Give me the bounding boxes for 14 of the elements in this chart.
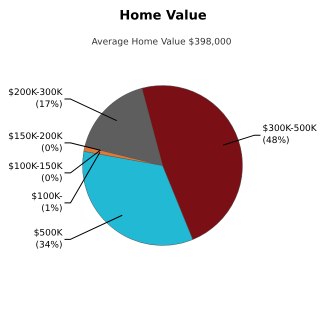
- slice-label: $200K-300K: [8, 88, 64, 98]
- slice-label: $100K-: [31, 192, 62, 202]
- chart-subtitle: Average Home Value $398,000: [92, 38, 232, 48]
- data-label: (48%): [262, 136, 290, 146]
- data-label: (34%): [35, 240, 63, 250]
- data-label: (1%): [41, 204, 63, 214]
- text: (0%): [41, 174, 63, 184]
- slice-label: $300K-500K: [262, 124, 318, 134]
- slice-label: $500K: [34, 228, 64, 238]
- text: (0%): [41, 144, 63, 154]
- chart-title: Home Value: [119, 8, 207, 24]
- category-label: $150K-200K: [8, 132, 63, 142]
- data-label: (17%): [35, 100, 63, 110]
- category-label: $100K-150K: [8, 162, 63, 172]
